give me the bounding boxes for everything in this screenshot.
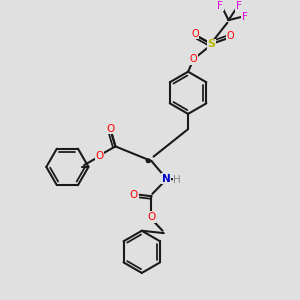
Text: O: O bbox=[227, 31, 234, 41]
Text: F: F bbox=[218, 1, 223, 10]
Text: N: N bbox=[162, 174, 170, 184]
Text: O: O bbox=[190, 54, 197, 64]
Text: H: H bbox=[173, 175, 181, 185]
Text: O: O bbox=[130, 190, 138, 200]
Text: S: S bbox=[208, 39, 215, 49]
Text: O: O bbox=[95, 151, 103, 161]
Text: F: F bbox=[236, 1, 242, 11]
Text: O: O bbox=[106, 124, 114, 134]
Text: F: F bbox=[242, 12, 247, 22]
Text: O: O bbox=[147, 212, 156, 222]
Text: O: O bbox=[191, 28, 199, 39]
